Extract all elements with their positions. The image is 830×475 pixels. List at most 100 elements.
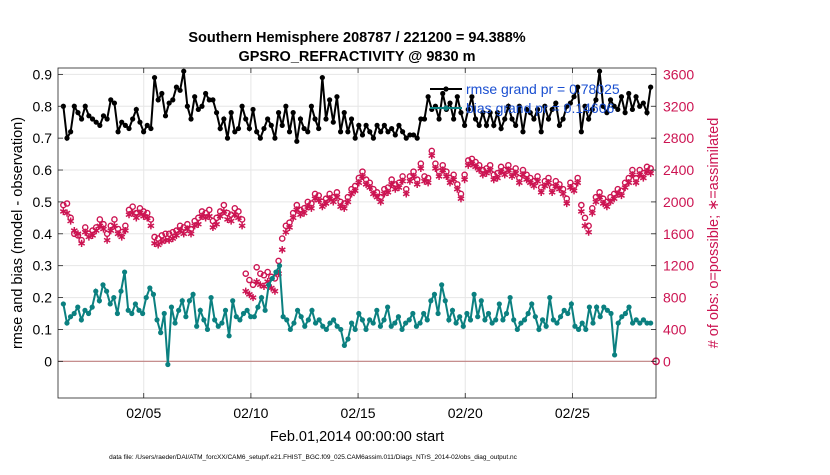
y-left-tick-label: 0.6 (33, 162, 53, 178)
rmse-point (294, 138, 300, 144)
bias-point (518, 320, 524, 326)
rmse-point (334, 94, 340, 100)
bias-point (320, 323, 326, 329)
rmse-point (71, 103, 77, 109)
rmse-point (421, 116, 428, 122)
obs-possible-point (578, 201, 585, 209)
rmse-point (93, 119, 99, 125)
rmse-point (469, 94, 475, 100)
bias-point (302, 323, 308, 329)
obs-assimilated-point (227, 217, 235, 225)
rmse-point (188, 116, 194, 122)
bias-point (374, 307, 380, 313)
rmse-point (363, 122, 369, 128)
obs-possible-point (103, 230, 111, 238)
rmse-point (337, 129, 344, 135)
rmse-point (297, 116, 304, 122)
rmse-point (312, 116, 318, 122)
bias-point (359, 317, 366, 323)
rmse-point (119, 119, 125, 125)
bias-point (341, 342, 347, 348)
obs-assimilated-point (647, 169, 655, 177)
rmse-point (403, 135, 409, 141)
obs-possible-point (165, 230, 173, 238)
bias-point (482, 317, 488, 323)
obs-assimilated-point (260, 282, 268, 291)
obs-assimilated-point (209, 223, 217, 232)
bias-point (122, 269, 128, 275)
rmse-point (618, 94, 625, 100)
rmse-point (611, 103, 617, 109)
rmse-point (184, 103, 190, 109)
y-right-tick-label: 2800 (663, 130, 694, 146)
bias-point (377, 323, 384, 329)
bias-line (62, 262, 651, 365)
y-left-tick-label: 0.8 (33, 98, 53, 114)
obs-assimilated-point (475, 166, 483, 174)
rmse-point (206, 97, 212, 103)
obs-possible-point (96, 216, 104, 223)
rmse-point (538, 129, 544, 135)
x-axis-label: Feb.01,2014 00:00:00 start (270, 429, 444, 445)
chart-title-line-2: GPSRO_REFRACTIVITY @ 9830 m (238, 49, 475, 65)
bias-point (338, 326, 344, 333)
obs-possible-point (169, 228, 177, 236)
bias-point (266, 282, 272, 288)
rmse-point (447, 100, 453, 106)
rmse-point (491, 122, 497, 128)
bias-point (648, 320, 654, 326)
obs-assimilated-point (413, 180, 421, 188)
bias-point (363, 326, 369, 333)
rmse-point (137, 119, 143, 125)
bias-point (287, 326, 293, 333)
rmse-point (593, 97, 599, 103)
obs-assimilated-point (220, 207, 228, 216)
bias-point (125, 307, 131, 313)
bias-point (75, 304, 81, 310)
obs-assimilated-point (526, 179, 534, 187)
bias-point (619, 314, 625, 320)
bias-point (348, 320, 355, 326)
rmse-point (454, 94, 460, 100)
bias-point (78, 317, 84, 323)
y-axis-right: 0 400 800 1200 1600 2000 2400 2800 3200 3600 (651, 66, 694, 369)
rmse-point (378, 129, 384, 135)
bias-point (435, 310, 441, 317)
legend-label: rmse grand pr = 0.78025 (466, 81, 620, 97)
obs-assimilated-point (628, 171, 636, 179)
rmse-point (370, 135, 377, 141)
bias-point (431, 291, 438, 297)
bias-point (608, 310, 614, 317)
rmse-point (108, 97, 114, 103)
bias-point (334, 323, 340, 329)
bias-point (561, 307, 567, 313)
rmse-point (261, 125, 267, 132)
bias-point (453, 320, 459, 326)
bias-point (381, 317, 387, 323)
obs-possible-point (231, 204, 239, 212)
bias-point (197, 307, 203, 313)
bias-point (547, 294, 553, 301)
obs-assimilated-point (213, 220, 221, 228)
obs-possible-point (147, 216, 155, 223)
obs-assimilated-point (472, 163, 480, 171)
bias-point (107, 301, 113, 307)
rmse-point (637, 103, 643, 109)
y-left-tick-label: 0 (44, 353, 52, 369)
bias-point (67, 314, 74, 320)
rmse-point (356, 122, 362, 128)
rmse-point (513, 122, 519, 128)
obs-possible-point (246, 276, 253, 284)
obs-assimilated-point (632, 179, 640, 187)
bias-point (255, 304, 261, 310)
obs-assimilated-point (136, 209, 144, 217)
chart-title-line-1: Southern Hemisphere 208787 / 221200 = 94… (188, 30, 525, 46)
rmse-point (462, 122, 468, 128)
rmse-point (151, 74, 158, 81)
bias-point (194, 323, 200, 329)
rmse-point (381, 122, 387, 128)
obs-assimilated-point (278, 246, 286, 254)
obs-assimilated-point (442, 172, 450, 181)
obs-assimilated-point (446, 179, 454, 187)
